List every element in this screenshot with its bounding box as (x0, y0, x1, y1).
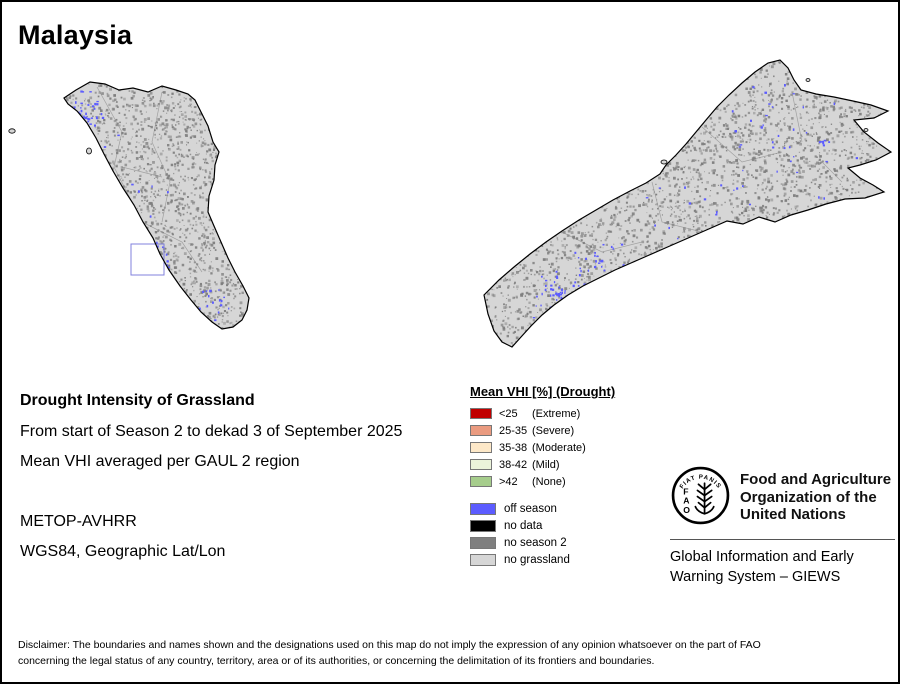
legend-title: Mean VHI [%] (Drought) (470, 384, 616, 399)
legend-swatch-moderate (470, 442, 492, 453)
giews-line: Warning System – GIEWS (670, 569, 841, 585)
legend-row-off-season: off season (470, 500, 685, 517)
legend-label: no data (504, 519, 543, 532)
legend-value: 25-35 (499, 424, 528, 437)
legend-value: >42 (499, 475, 518, 488)
legend-swatch-none (470, 476, 492, 487)
legend-qualifier: (Moderate) (532, 441, 586, 454)
legend-row-no-season-2: no season 2 (470, 534, 685, 551)
wheat-icon (694, 482, 715, 515)
legend-label: no season 2 (504, 536, 567, 549)
aggregation-line: Mean VHI averaged per GAUL 2 region (20, 453, 300, 470)
legend-swatch-severe (470, 425, 492, 436)
fao-org-line: Food and Agriculture (740, 471, 892, 488)
legend-swatch-no-season-2 (470, 536, 496, 549)
fao-letters: F A O (683, 486, 690, 514)
page-title: Malaysia (18, 20, 133, 50)
legend-row-extreme: <25 (Extreme) (470, 405, 685, 422)
legend-value: 35-38 (499, 441, 528, 454)
legend-label: off season (504, 502, 557, 515)
legend: Mean VHI [%] (Drought) <25 (Extreme) 25-… (470, 383, 685, 568)
disclaimer-line: Disclaimer: The boundaries and names sho… (18, 639, 761, 651)
fao-divider-line (670, 539, 895, 540)
fao-org-line: United Nations (740, 506, 846, 523)
giews-line: Global Information and Early (670, 549, 854, 565)
disclaimer-line: concerning the legal status of any count… (18, 654, 655, 667)
legend-swatch-no-data (470, 519, 496, 532)
region-boundaries-borneo (561, 91, 843, 253)
disclaimer-text: Disclaimer: The boundaries and names sho… (18, 638, 890, 669)
highlight-region-box (130, 243, 165, 276)
legend-qualifier: (Severe) (532, 424, 575, 437)
fao-logo-icon: FIAT PANIS F A O (671, 466, 730, 525)
fao-logo-circle (671, 466, 730, 525)
fao-org-name: Food and Agriculture Organization of the… (740, 471, 891, 524)
legend-row-severe: 25-35 (Severe) (470, 422, 685, 439)
legend-swatch-off-season (470, 502, 496, 515)
legend-qualifier: (Extreme) (532, 407, 581, 420)
legend-qualifier: (None) (532, 475, 566, 488)
projection-line: WGS84, Geographic Lat/Lon (20, 543, 226, 560)
legend-gap (470, 490, 685, 500)
small-islands (8, 78, 869, 165)
legend-row-mild: 38-42 (Mild) (470, 456, 685, 473)
fao-letter-o: O (683, 505, 690, 515)
legend-swatch-extreme (470, 408, 492, 419)
legend-swatch-no-grassland (470, 553, 496, 566)
legend-label: no grassland (504, 553, 570, 566)
sensor-line: METOP-AVHRR (20, 513, 137, 530)
fao-org-line: Organization of the (740, 488, 877, 506)
fao-letter-a: A (683, 496, 689, 506)
legend-row-moderate: 35-38 (Moderate) (470, 439, 685, 456)
legend-row-no-data: no data (470, 517, 685, 534)
legend-row-none: >42 (None) (470, 473, 685, 490)
giews-name: Global Information and Early Warning Sys… (670, 547, 854, 587)
legend-value: <25 (499, 407, 518, 420)
fao-letter-f: F (683, 486, 688, 496)
legend-qualifier: (Mild) (532, 458, 560, 471)
legend-row-no-grassland: no grassland (470, 551, 685, 568)
legend-swatch-mild (470, 459, 492, 470)
legend-value: 38-42 (499, 458, 528, 471)
map-subtitle: Drought Intensity of Grassland (20, 392, 255, 409)
period-line: From start of Season 2 to dekad 3 of Sep… (20, 423, 403, 440)
